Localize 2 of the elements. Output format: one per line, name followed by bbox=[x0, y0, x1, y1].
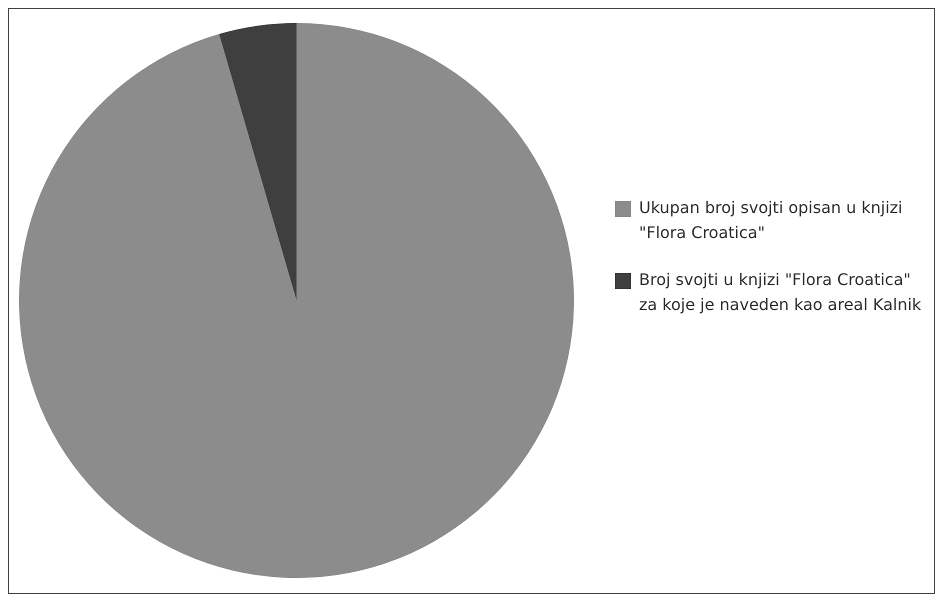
legend-label: Ukupan broj svojti opisan u knjizi "Flora Croatica" bbox=[639, 198, 902, 242]
legend-label: Broj svojti u knjizi "Flora Croatica" za koje je naveden kao areal Kalnik bbox=[639, 270, 922, 314]
